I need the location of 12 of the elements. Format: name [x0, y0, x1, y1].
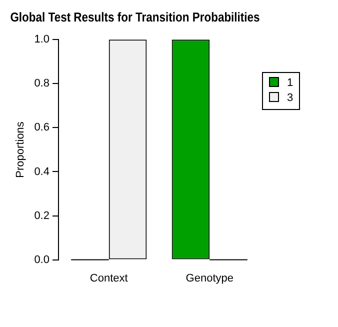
y-tick-label: 0.0 — [34, 254, 50, 266]
legend-label: 1 — [287, 77, 294, 89]
text: 3 — [287, 92, 294, 104]
y-tick-label: 0.4 — [34, 166, 50, 178]
y-axis-title: Proportions — [14, 121, 27, 178]
x-tick-label: Context — [90, 272, 128, 284]
y-tick-label: 0.2 — [34, 210, 50, 222]
y-tick-label: 1.0 — [34, 34, 50, 46]
chart-title: Global Test Results for Transition Probabilities — [10, 10, 260, 25]
x-tick-label: Genotype — [186, 272, 234, 284]
y-tick-label: 0.8 — [34, 78, 50, 90]
y-tick-label: 0.6 — [34, 122, 50, 134]
